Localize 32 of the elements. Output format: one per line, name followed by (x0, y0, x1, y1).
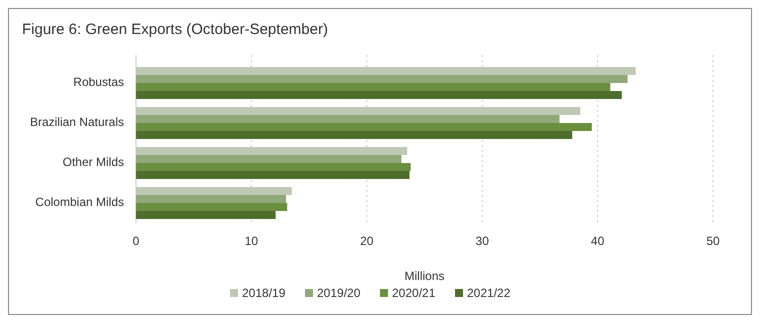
y-tick-label: Robustas (73, 75, 124, 90)
x-axis-title: Millions (404, 269, 445, 283)
y-tick-label: Colombian Milds (35, 195, 124, 210)
y-tick-label: Brazilian Naturals (30, 115, 124, 130)
bar (136, 75, 628, 83)
bar (136, 163, 411, 171)
bar (136, 203, 288, 211)
bar (136, 123, 592, 131)
chart-title: Figure 6: Green Exports (October-September) (22, 21, 328, 38)
bar (136, 131, 572, 139)
bar (136, 115, 560, 123)
x-tick-label: 20 (360, 234, 374, 248)
bar (136, 155, 402, 163)
bar (136, 147, 408, 155)
bar (136, 171, 410, 179)
legend-label: 2019/20 (317, 286, 361, 300)
bar (136, 107, 580, 115)
bar (136, 211, 276, 219)
bar (136, 187, 292, 195)
y-tick-label: Other Milds (62, 155, 124, 170)
bar (136, 91, 622, 99)
bar (136, 195, 286, 203)
x-tick-label: 10 (244, 234, 258, 248)
legend-label: 2020/21 (392, 286, 436, 300)
x-tick-label: 40 (590, 234, 605, 248)
bar (136, 83, 610, 91)
bar (136, 67, 636, 75)
x-tick-label: 0 (132, 234, 140, 248)
legend-label: 2021/22 (467, 286, 511, 300)
legend-label: 2018/19 (242, 286, 286, 300)
x-tick-label: 30 (476, 234, 490, 248)
x-tick-label: 50 (706, 234, 720, 248)
